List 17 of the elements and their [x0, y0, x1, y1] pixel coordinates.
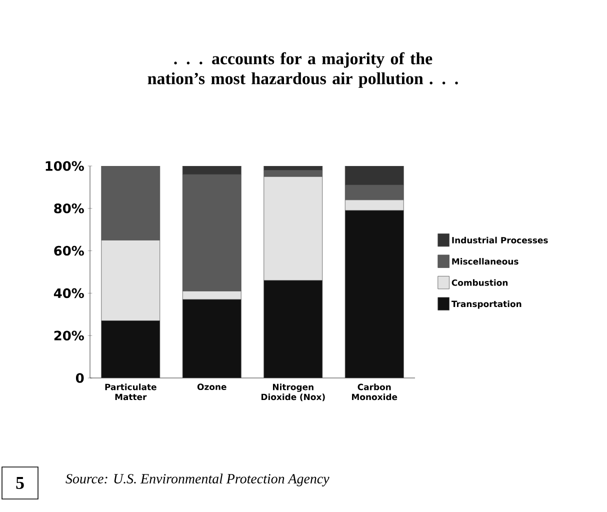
x-tick-label: Carbon Monoxide [352, 384, 398, 400]
x-tick-label: Ozone [197, 384, 226, 390]
y-tick-label: 40% [54, 288, 84, 298]
y-tick-label: 80% [54, 203, 84, 214]
y-tick-label: 20% [54, 330, 84, 340]
x-tick-label: Particulate Matter [105, 384, 156, 400]
source-note: Source: U.S. Environmental Protection Agency [66, 474, 330, 486]
x-tick-label: Nitrogen Dioxide (Nox) [261, 384, 325, 402]
legend-label: Combustion [452, 279, 508, 286]
y-tick-label: 0 [76, 373, 84, 383]
text: 5 [16, 477, 24, 489]
y-tick-label: 60% [54, 246, 84, 256]
chart-title: . . . accounts for a majority of the nation’s most hazardous air pollution . . . [148, 52, 458, 88]
legend-label: Industrial Processes [452, 236, 548, 244]
legend-label: Miscellaneous [452, 258, 518, 265]
y-tick-label: 100% [46, 161, 84, 171]
legend-label: Transportation [451, 300, 522, 309]
